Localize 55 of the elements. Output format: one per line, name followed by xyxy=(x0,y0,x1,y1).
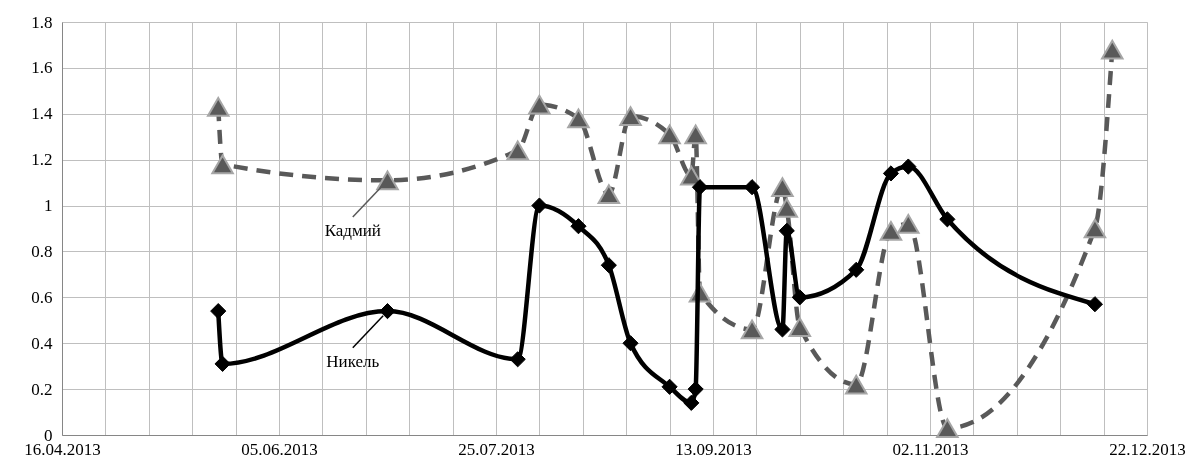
point xyxy=(740,319,764,340)
point xyxy=(206,97,230,117)
point xyxy=(900,158,917,175)
y-tick-label: 0.6 xyxy=(31,287,53,307)
y-tick-label: 0.2 xyxy=(31,379,53,399)
legend-label: Кадмий xyxy=(324,221,381,241)
x-tick-label: 13.09.2013 xyxy=(675,439,752,459)
point xyxy=(567,108,590,129)
point xyxy=(936,418,959,438)
point xyxy=(658,124,681,145)
point xyxy=(1101,39,1124,60)
point xyxy=(1083,218,1107,239)
point xyxy=(210,303,227,320)
point xyxy=(600,257,617,274)
point xyxy=(597,184,621,204)
point xyxy=(531,197,548,214)
y-tick-label: 1.2 xyxy=(31,150,53,170)
point xyxy=(844,374,868,395)
point xyxy=(622,335,639,352)
point xyxy=(897,214,920,234)
legend-label: Никель xyxy=(326,351,380,371)
point xyxy=(379,303,396,320)
x-tick-label: 25.07.2013 xyxy=(458,439,535,459)
point xyxy=(528,94,551,115)
y-tick-label: 1.8 xyxy=(31,12,53,32)
point xyxy=(788,317,812,338)
y-tick-label: 1.6 xyxy=(31,58,53,78)
point xyxy=(661,378,678,395)
y-tick-label: 0.4 xyxy=(31,333,53,353)
point xyxy=(509,351,526,368)
point xyxy=(211,154,234,175)
point xyxy=(1086,296,1103,313)
point xyxy=(619,106,642,126)
y-tick-label: 0.8 xyxy=(31,241,53,261)
point xyxy=(687,381,704,398)
x-tick-label: 05.06.2013 xyxy=(241,439,318,459)
point xyxy=(848,261,865,278)
x-tick-label: 22.12.2013 xyxy=(1109,439,1186,459)
point xyxy=(879,220,903,241)
point xyxy=(774,321,791,338)
y-tick-label: 1 xyxy=(44,196,53,216)
point xyxy=(376,170,399,191)
x-tick-label: 02.11.2013 xyxy=(892,439,969,459)
point xyxy=(214,355,231,372)
point xyxy=(791,289,808,306)
point xyxy=(775,197,799,218)
point xyxy=(683,394,700,411)
point xyxy=(771,177,794,198)
y-tick-label: 0 xyxy=(44,425,53,445)
point xyxy=(882,165,900,182)
point xyxy=(506,140,529,161)
y-tick-label: 1.4 xyxy=(31,104,53,124)
point xyxy=(939,211,956,228)
point xyxy=(570,218,587,235)
point xyxy=(684,124,707,145)
